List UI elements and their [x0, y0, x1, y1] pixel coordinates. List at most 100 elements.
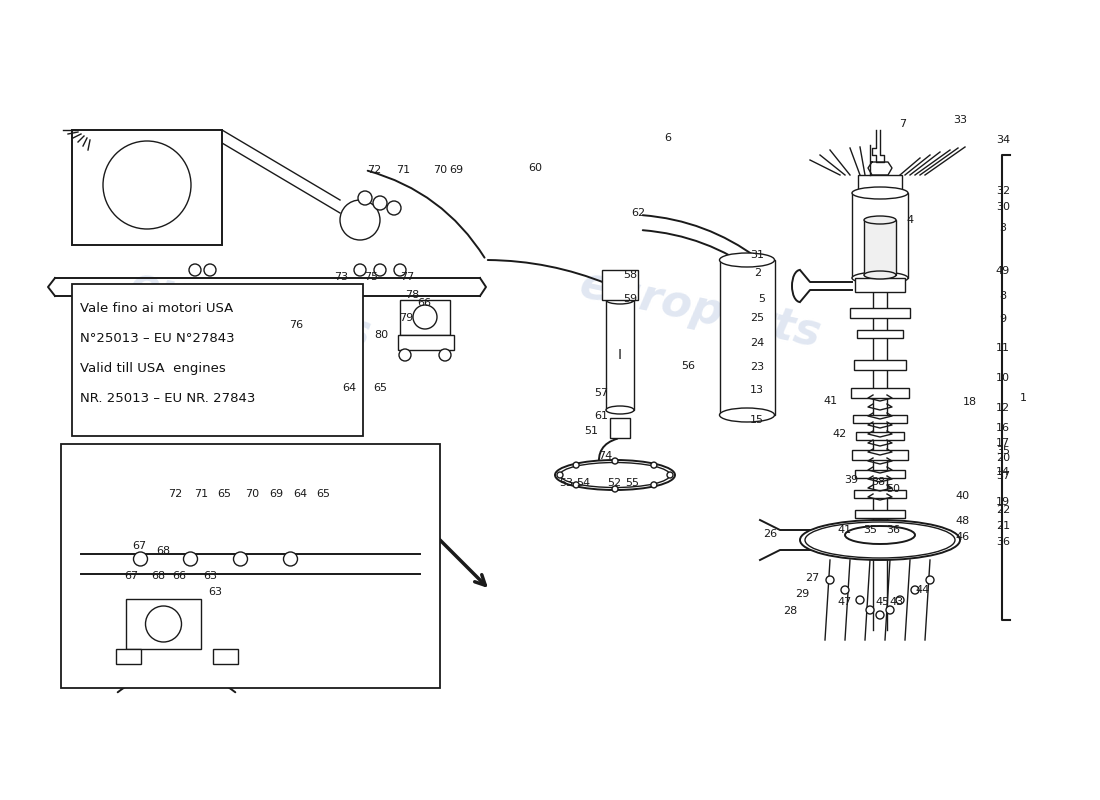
Circle shape — [204, 264, 216, 276]
Text: 43: 43 — [890, 597, 904, 607]
Text: 9: 9 — [1000, 314, 1006, 324]
Text: europarts: europarts — [125, 263, 375, 357]
Text: 16: 16 — [996, 423, 1010, 433]
Circle shape — [926, 576, 934, 584]
Text: 62: 62 — [631, 208, 645, 218]
Text: 38: 38 — [871, 477, 886, 487]
Circle shape — [184, 552, 198, 566]
Text: Vale fino ai motori USA: Vale fino ai motori USA — [79, 302, 233, 315]
Circle shape — [133, 552, 147, 566]
Circle shape — [373, 196, 387, 210]
Text: 72: 72 — [367, 165, 381, 175]
Text: 32: 32 — [996, 186, 1010, 196]
Text: 14: 14 — [996, 467, 1010, 477]
Bar — [858, 175, 902, 193]
Text: 34: 34 — [996, 135, 1010, 145]
Bar — [72, 130, 222, 245]
Circle shape — [189, 264, 201, 276]
Circle shape — [387, 201, 402, 215]
Circle shape — [667, 472, 673, 478]
Ellipse shape — [852, 272, 907, 284]
Ellipse shape — [805, 522, 955, 558]
Text: 68: 68 — [156, 546, 170, 556]
Text: 39: 39 — [844, 475, 858, 485]
Circle shape — [358, 191, 372, 205]
Text: 67: 67 — [124, 571, 139, 581]
Circle shape — [439, 349, 451, 361]
Text: 69: 69 — [268, 489, 283, 499]
Text: 21: 21 — [996, 521, 1010, 531]
Ellipse shape — [864, 271, 896, 279]
Text: 26: 26 — [763, 529, 777, 539]
Text: 4: 4 — [906, 215, 914, 225]
Text: 17: 17 — [996, 438, 1010, 448]
Text: 73: 73 — [334, 272, 348, 282]
Text: 80: 80 — [374, 330, 388, 340]
Ellipse shape — [719, 408, 774, 422]
Circle shape — [103, 141, 191, 229]
Circle shape — [886, 606, 894, 614]
Text: 54: 54 — [576, 478, 590, 488]
Text: 60: 60 — [528, 163, 542, 173]
Ellipse shape — [606, 406, 634, 414]
Bar — [602, 270, 638, 300]
Text: europarts: europarts — [575, 263, 825, 357]
Circle shape — [412, 305, 437, 329]
Text: 42: 42 — [833, 429, 847, 439]
Bar — [851, 388, 909, 398]
Bar — [854, 490, 906, 498]
Text: 6: 6 — [664, 133, 671, 143]
Bar — [855, 510, 905, 518]
Text: 44: 44 — [916, 585, 931, 595]
Text: 8: 8 — [1000, 291, 1006, 301]
Bar — [125, 599, 200, 649]
Ellipse shape — [864, 216, 896, 224]
Text: 55: 55 — [625, 478, 639, 488]
Text: 12: 12 — [996, 403, 1010, 413]
Text: 70: 70 — [245, 489, 260, 499]
Circle shape — [252, 312, 268, 328]
Text: 63: 63 — [204, 571, 217, 581]
Text: 66: 66 — [172, 571, 186, 581]
Circle shape — [826, 576, 834, 584]
Bar — [72, 284, 363, 436]
Bar — [398, 335, 454, 350]
Text: I: I — [618, 348, 621, 362]
Bar — [60, 444, 440, 688]
Circle shape — [399, 349, 411, 361]
Text: 33: 33 — [953, 115, 967, 125]
Circle shape — [145, 606, 182, 642]
Text: 37: 37 — [996, 471, 1010, 481]
Ellipse shape — [560, 462, 670, 487]
Text: 64: 64 — [342, 383, 356, 393]
Text: 3: 3 — [1000, 223, 1006, 233]
Circle shape — [876, 611, 884, 619]
Circle shape — [233, 552, 248, 566]
Circle shape — [332, 312, 348, 328]
Text: 71: 71 — [396, 165, 410, 175]
Text: 46: 46 — [956, 532, 970, 542]
Polygon shape — [868, 162, 892, 175]
Text: 41: 41 — [824, 396, 838, 406]
Circle shape — [612, 486, 618, 492]
Text: 5: 5 — [759, 294, 766, 304]
Text: 49: 49 — [996, 266, 1010, 276]
Text: 18: 18 — [962, 397, 977, 407]
Text: 75: 75 — [364, 272, 378, 282]
Text: 30: 30 — [996, 202, 1010, 212]
Text: 64: 64 — [293, 489, 307, 499]
Text: 13: 13 — [750, 385, 764, 395]
Ellipse shape — [845, 526, 915, 544]
Text: 36: 36 — [886, 525, 900, 535]
Bar — [850, 308, 910, 318]
Text: 65: 65 — [316, 489, 330, 499]
Text: 28: 28 — [783, 606, 798, 616]
Bar — [857, 330, 903, 338]
Bar — [852, 415, 907, 423]
Text: 23: 23 — [750, 362, 764, 372]
Bar — [855, 278, 905, 292]
Circle shape — [651, 462, 657, 468]
Text: 27: 27 — [805, 573, 820, 583]
Text: 74: 74 — [598, 451, 612, 461]
Text: 22: 22 — [996, 505, 1010, 515]
